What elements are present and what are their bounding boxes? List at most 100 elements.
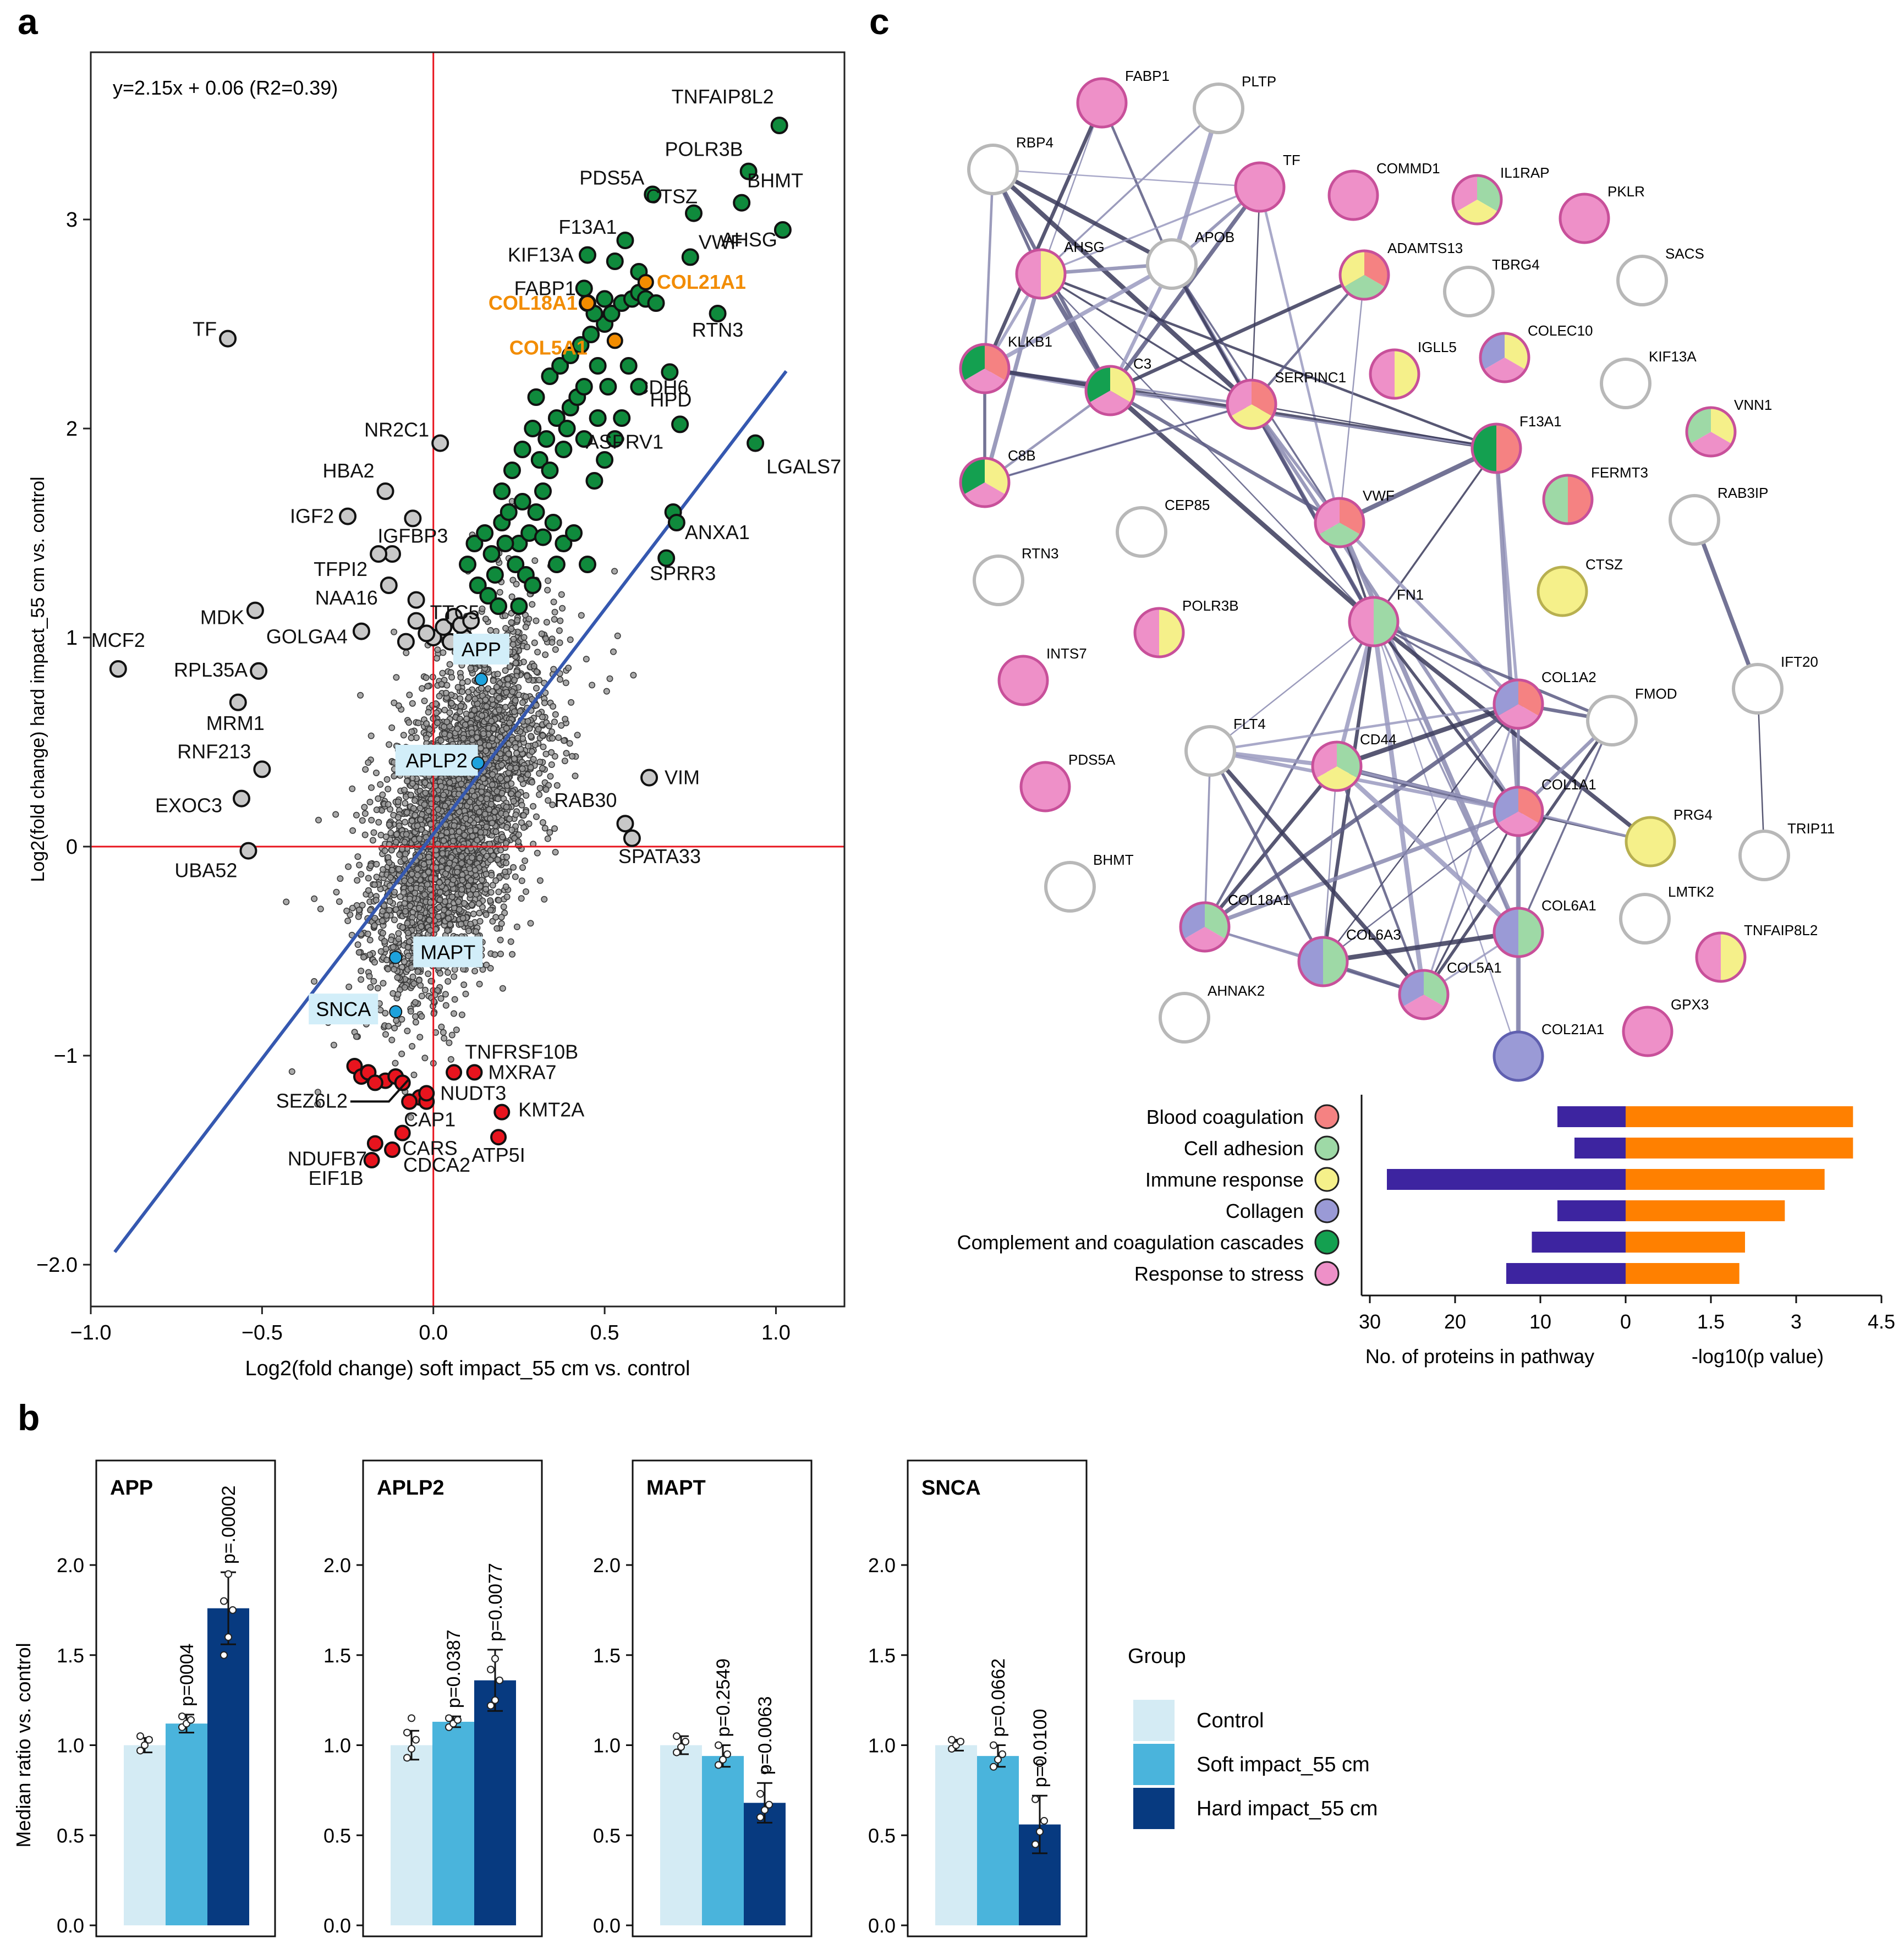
background-point	[481, 842, 488, 849]
point-label: RNF213	[177, 740, 251, 762]
background-point	[552, 646, 559, 653]
background-point	[489, 882, 496, 889]
node-label: COLEC10	[1528, 322, 1593, 339]
replicate-dot	[145, 1736, 153, 1744]
bar-hard	[207, 1608, 249, 1925]
background-point	[567, 636, 574, 643]
b-y-tick-label: 0.5	[323, 1824, 351, 1847]
background-point	[542, 651, 549, 658]
background-point	[332, 811, 339, 818]
green-point	[551, 357, 569, 375]
b-y-tick-label: 1.0	[57, 1734, 84, 1757]
background-point	[543, 619, 550, 626]
legend-label: Hard impact_55 cm	[1197, 1797, 1378, 1820]
node-label: IGLL5	[1418, 339, 1457, 355]
y-tick-label: 3	[66, 208, 78, 232]
background-point	[375, 819, 382, 826]
background-point	[418, 1013, 425, 1020]
background-point	[439, 857, 446, 864]
background-point	[497, 734, 504, 741]
background-point	[372, 897, 380, 904]
node-col1a1: COL1A1	[1493, 776, 1596, 837]
background-point	[512, 744, 519, 751]
green-point	[596, 451, 614, 469]
node-slice	[1518, 908, 1543, 957]
background-point	[536, 784, 544, 792]
point-label: NAA16	[315, 586, 378, 609]
background-point	[561, 737, 568, 744]
background-point	[386, 898, 393, 905]
pathway-left-xlabel: No. of proteins in pathway	[1365, 1345, 1594, 1368]
background-point	[441, 731, 448, 738]
replicate-dot	[719, 1755, 727, 1764]
node-adamts13: ADAMTS13	[1338, 240, 1463, 301]
red-point-labeled	[363, 1152, 380, 1168]
background-point	[468, 712, 475, 719]
point-label: SPRR3	[650, 562, 716, 585]
panel-letter-b: b	[18, 1397, 40, 1438]
background-point	[479, 605, 486, 612]
y-axis-label: Log2(fold change) hard impact_55 cm vs. …	[28, 476, 48, 882]
node-ahsg: AHSG	[1015, 239, 1105, 300]
background-point	[610, 648, 617, 655]
background-point	[438, 1023, 445, 1030]
background-point	[391, 699, 398, 706]
network-edge	[1109, 273, 1365, 392]
network-edge	[1338, 521, 1520, 706]
background-point	[523, 792, 530, 799]
background-point	[451, 822, 458, 829]
orange-point-labeled	[637, 274, 654, 290]
node-label: COMMD1	[1376, 160, 1440, 177]
network-node-border	[1542, 474, 1594, 525]
node-label: COL6A3	[1346, 926, 1401, 943]
background-point	[495, 888, 502, 896]
background-point	[404, 929, 411, 936]
background-point	[512, 811, 519, 819]
background-point	[458, 860, 465, 867]
node-kif13a: KIF13A	[1600, 348, 1697, 409]
background-point	[497, 750, 504, 757]
green-point	[534, 482, 552, 500]
network-node	[997, 655, 1049, 706]
network-node-border	[1311, 740, 1363, 792]
background-point	[539, 819, 546, 826]
network-edge	[1249, 403, 1376, 623]
subplot-frame	[362, 1459, 543, 1937]
background-point	[407, 1114, 414, 1121]
node-label: POLR3B	[1182, 597, 1239, 614]
background-point	[408, 870, 415, 877]
network-edge	[1251, 403, 1497, 449]
background-point	[498, 920, 505, 927]
background-point	[457, 695, 464, 702]
subplot-title: APLP2	[377, 1476, 444, 1500]
background-point	[400, 732, 407, 739]
background-point	[442, 821, 449, 828]
background-point	[489, 735, 496, 742]
network-node-border	[1084, 365, 1136, 416]
background-point	[471, 695, 479, 702]
green-point	[482, 545, 501, 563]
subplot-mapt: MAPT 0.0 0.5 1.0 1.5 2.0 p=0.2549 p=0.0063	[593, 1459, 813, 1937]
background-point	[465, 694, 473, 701]
background-point	[407, 1008, 414, 1015]
pathway-count-bar	[1574, 1138, 1626, 1159]
green-point	[613, 409, 631, 427]
subplot-title: APP	[110, 1476, 153, 1500]
bar-soft	[702, 1756, 744, 1925]
background-point	[408, 728, 415, 735]
background-point	[373, 874, 380, 881]
network-edge	[1109, 388, 1375, 624]
background-point	[467, 665, 474, 672]
background-point	[468, 901, 475, 908]
background-point	[514, 617, 521, 624]
red-point-labeled	[366, 1135, 383, 1152]
network-edge	[1335, 766, 1425, 995]
background-point	[562, 716, 569, 723]
green-point	[589, 357, 607, 375]
background-point	[494, 671, 501, 678]
background-point	[558, 722, 565, 729]
point-label: EXOC3	[155, 794, 222, 817]
node-slice	[1315, 766, 1358, 791]
pathway-label: Collagen	[1226, 1200, 1304, 1222]
